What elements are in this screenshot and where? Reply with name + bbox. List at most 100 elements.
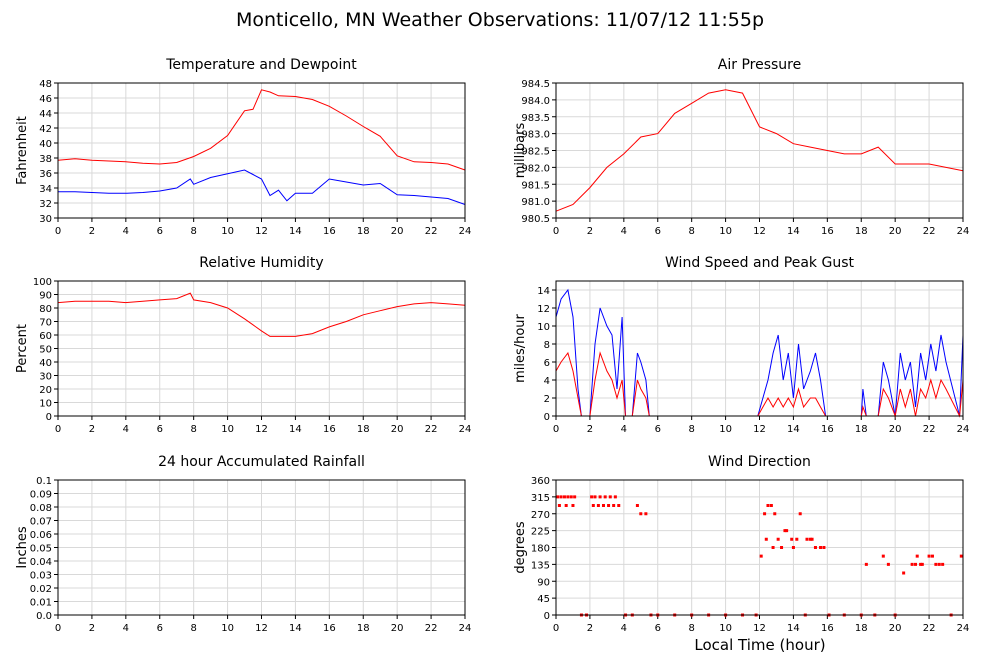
dir-xtick-label: 6 [655, 623, 661, 634]
dir-point [822, 546, 826, 549]
pressure-ytick-label: 983.0 [521, 130, 550, 141]
rain-xtick-label: 4 [123, 623, 129, 634]
dir-xtick-label: 4 [621, 623, 627, 634]
dir-point [639, 512, 643, 516]
rh-xtick-label: 6 [157, 424, 163, 435]
dir-point [783, 529, 787, 533]
dir-point [566, 495, 570, 499]
pressure-ytick-label: 983.5 [521, 113, 550, 124]
dir-point [771, 546, 775, 549]
rain-ylabel: Inches [15, 526, 30, 568]
temp-xtick-label: 16 [323, 226, 336, 237]
dir-point [766, 504, 770, 507]
dir-point [959, 554, 963, 558]
rain-ytick-label: 0.08 [30, 503, 52, 514]
dir-point [593, 495, 597, 499]
wind-ytick-label: 2 [544, 394, 550, 405]
dir-point [601, 504, 605, 507]
pressure-xtick-label: 14 [787, 226, 800, 237]
rain-ytick-label: 0.01 [30, 598, 52, 609]
dir-point [930, 554, 934, 558]
dir-ytick-label: 360 [531, 476, 550, 487]
figure-title: Monticello, MN Weather Observations: 11/… [236, 9, 764, 31]
temp-ytick-label: 44 [39, 109, 52, 120]
pressure-xtick-label: 16 [821, 226, 834, 237]
dir-point [644, 512, 648, 516]
pressure-xtick-label: 0 [553, 226, 559, 237]
rain-xtick-label: 20 [391, 623, 404, 634]
pressure-chart: 980.5 981.0 981.5 982.0 982.5 983.0 983.5 984.0… [513, 57, 969, 237]
wind-title: Wind Speed and Peak Gust [665, 255, 854, 271]
dir-point [810, 537, 814, 541]
pressure-xtick-label: 6 [655, 226, 661, 237]
rain-xtick-label: 10 [221, 623, 234, 634]
rh-ytick-label: 40 [39, 358, 52, 369]
temp-series-0-line [57, 89, 466, 171]
dir-ytick-label: 135 [531, 560, 550, 571]
dir-xtick-label: 2 [587, 623, 593, 634]
dir-xtick-label: 20 [889, 623, 902, 634]
dir-point [919, 562, 923, 566]
rh-ytick-label: 90 [39, 291, 52, 302]
dir-point [934, 562, 938, 566]
rh-ytick-label: 70 [39, 318, 52, 329]
dir-point [776, 537, 780, 541]
dir-point [808, 537, 812, 541]
wind-xtick-label: 22 [923, 424, 936, 435]
temp-xtick-label: 2 [89, 226, 95, 237]
dir-point [562, 495, 566, 499]
rh-xtick-label: 16 [323, 424, 336, 435]
dir-point [559, 495, 563, 499]
pressure-xtick-label: 24 [957, 226, 970, 237]
rh-ylabel: Percent [15, 324, 30, 373]
dir-point [769, 504, 773, 507]
pressure-title: Air Pressure [718, 57, 801, 73]
dir-xtick-label: 22 [923, 623, 936, 634]
dir-point [596, 504, 600, 507]
rh-ytick-label: 30 [39, 372, 52, 383]
dir-point [598, 495, 602, 499]
dir-xtick-label: 14 [787, 623, 800, 634]
rh-ytick-label: 60 [39, 331, 52, 342]
temp-xtick-label: 18 [357, 226, 370, 237]
rain-xtick-label: 14 [289, 623, 302, 634]
temp-ytick-label: 42 [39, 124, 52, 135]
rain-xtick-label: 2 [89, 623, 95, 634]
dir-point [941, 562, 945, 566]
wind-ytick-label: 8 [544, 340, 550, 351]
rain-title: 24 hour Accumulated Rainfall [158, 454, 365, 470]
dir-plot-frame [555, 479, 964, 616]
wind-xtick-label: 0 [553, 424, 559, 435]
rain-ytick-label: 0.06 [30, 530, 52, 541]
pressure-ytick-label: 981.5 [521, 180, 550, 191]
wind-ytick-label: 12 [537, 304, 550, 315]
rain-xtick-label: 16 [323, 623, 336, 634]
dir-xtick-label: 24 [957, 623, 970, 634]
dir-xtick-label: 12 [753, 623, 766, 634]
wind-plot-frame [555, 280, 964, 417]
dir-point [635, 504, 639, 507]
rh-xtick-label: 4 [123, 424, 129, 435]
dir-point [612, 504, 616, 507]
dir-point [864, 562, 868, 566]
rain-xtick-label: 12 [255, 623, 268, 634]
dir-point [607, 504, 611, 507]
wind-ytick-label: 14 [537, 286, 550, 297]
wind-xtick-label: 6 [655, 424, 661, 435]
rh-xtick-label: 22 [425, 424, 438, 435]
temp-ytick-label: 36 [39, 169, 52, 180]
wind-xtick-label: 10 [719, 424, 732, 435]
rain-ytick-label: 0.09 [30, 490, 52, 501]
pressure-ytick-label: 982.5 [521, 147, 550, 158]
temp-xtick-label: 12 [255, 226, 268, 237]
dir-xtick-label: 0 [553, 623, 559, 634]
temp-xtick-label: 8 [190, 226, 196, 237]
pressure-ytick-label: 984.5 [521, 79, 550, 90]
dir-point [791, 546, 795, 549]
dir-point [881, 554, 885, 558]
pressure-xtick-label: 8 [688, 226, 694, 237]
dir-point [795, 537, 799, 541]
pressure-xtick-label: 12 [753, 226, 766, 237]
dir-ytick-label: 270 [531, 510, 550, 521]
temp-xtick-label: 6 [157, 226, 163, 237]
